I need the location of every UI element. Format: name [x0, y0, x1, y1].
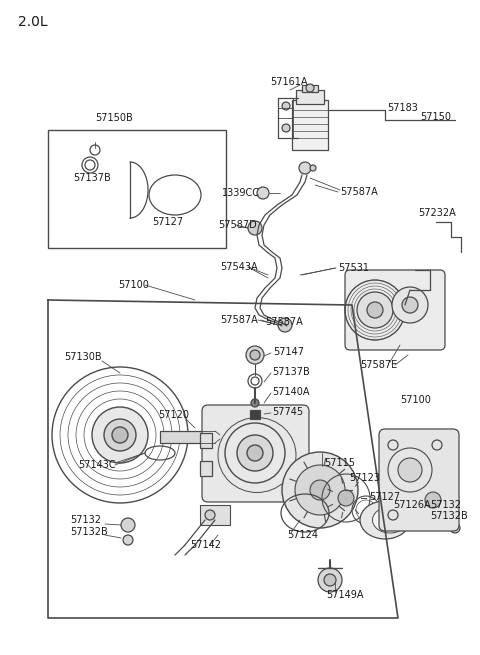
- Text: 57132: 57132: [70, 515, 101, 525]
- Text: 57232A: 57232A: [418, 208, 456, 218]
- Bar: [292, 100, 328, 150]
- Circle shape: [246, 346, 264, 364]
- Text: 57587A: 57587A: [220, 315, 258, 325]
- Text: 57587D: 57587D: [218, 220, 257, 230]
- Circle shape: [318, 568, 342, 592]
- Text: 57587E: 57587E: [360, 360, 397, 370]
- Text: 57100: 57100: [118, 280, 149, 290]
- Circle shape: [278, 318, 292, 332]
- Circle shape: [357, 292, 393, 328]
- Circle shape: [402, 297, 418, 313]
- Bar: [250, 410, 260, 419]
- Circle shape: [248, 221, 262, 235]
- Circle shape: [295, 465, 345, 515]
- Text: 1339CC: 1339CC: [222, 188, 260, 198]
- Text: 57543A: 57543A: [220, 262, 258, 272]
- Bar: [200, 505, 230, 525]
- Bar: [160, 431, 215, 443]
- Text: 57745: 57745: [272, 407, 303, 417]
- Text: 57137B: 57137B: [272, 367, 310, 377]
- Text: 57132B: 57132B: [70, 527, 108, 537]
- Text: 57142: 57142: [190, 540, 221, 550]
- Text: 57132B: 57132B: [430, 511, 468, 521]
- Ellipse shape: [360, 501, 410, 539]
- Circle shape: [282, 102, 290, 110]
- Circle shape: [367, 302, 383, 318]
- Text: 57140A: 57140A: [272, 387, 310, 397]
- Bar: [296, 90, 324, 104]
- Circle shape: [251, 399, 259, 407]
- Ellipse shape: [372, 507, 408, 533]
- Text: 57150: 57150: [420, 112, 451, 122]
- Text: 57127: 57127: [152, 217, 183, 227]
- Circle shape: [310, 480, 330, 500]
- Circle shape: [250, 350, 260, 360]
- Circle shape: [437, 507, 453, 523]
- FancyBboxPatch shape: [202, 405, 309, 502]
- Circle shape: [247, 445, 263, 461]
- Circle shape: [112, 427, 128, 443]
- Text: 57132: 57132: [430, 500, 461, 510]
- Circle shape: [392, 287, 428, 323]
- Circle shape: [123, 535, 133, 545]
- Text: 57120: 57120: [158, 410, 189, 420]
- Text: 57531: 57531: [338, 263, 369, 273]
- Circle shape: [398, 458, 422, 482]
- Text: 57137B: 57137B: [73, 173, 111, 183]
- Text: 57130B: 57130B: [64, 352, 102, 362]
- Text: 57161A: 57161A: [270, 77, 308, 87]
- Text: 57124: 57124: [287, 530, 318, 540]
- Text: 57587A: 57587A: [265, 317, 303, 327]
- Circle shape: [299, 162, 311, 174]
- Text: 57147: 57147: [273, 347, 304, 357]
- Text: 57149A: 57149A: [326, 590, 363, 600]
- Circle shape: [282, 452, 358, 528]
- Text: 57150B: 57150B: [95, 113, 133, 123]
- FancyBboxPatch shape: [345, 270, 445, 350]
- Circle shape: [257, 187, 269, 199]
- Circle shape: [121, 518, 135, 532]
- Text: 57123: 57123: [349, 473, 380, 483]
- Bar: [302, 85, 318, 92]
- Circle shape: [104, 419, 136, 451]
- Bar: [200, 433, 212, 448]
- Circle shape: [237, 435, 273, 471]
- Circle shape: [310, 165, 316, 171]
- Text: 57100: 57100: [400, 395, 431, 405]
- FancyBboxPatch shape: [379, 429, 459, 531]
- Text: 57127: 57127: [369, 492, 400, 502]
- Circle shape: [338, 490, 354, 506]
- Text: 57183: 57183: [387, 103, 418, 113]
- Text: 57115: 57115: [324, 458, 355, 468]
- Circle shape: [282, 124, 290, 132]
- Circle shape: [450, 523, 460, 533]
- Bar: [200, 461, 212, 476]
- Text: 2.0L: 2.0L: [18, 15, 48, 29]
- Circle shape: [324, 574, 336, 586]
- Circle shape: [425, 492, 441, 508]
- Text: 57587A: 57587A: [340, 187, 378, 197]
- Circle shape: [92, 407, 148, 463]
- Bar: [48, 130, 226, 248]
- Text: 57126A: 57126A: [393, 500, 431, 510]
- Circle shape: [306, 84, 314, 92]
- Text: 57143C: 57143C: [78, 460, 116, 470]
- Circle shape: [205, 510, 215, 520]
